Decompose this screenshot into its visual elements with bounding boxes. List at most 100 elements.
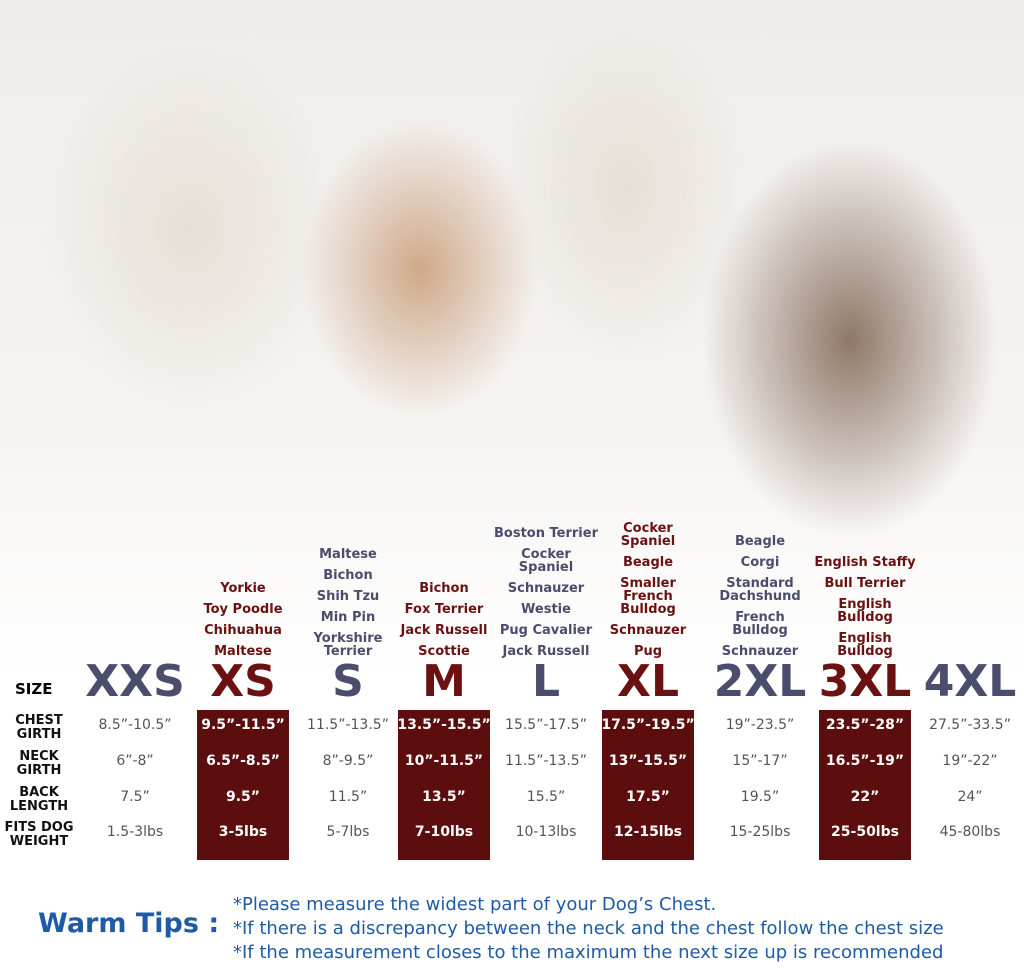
breed: Bichon xyxy=(419,581,469,596)
measurement: 11.5” xyxy=(328,789,368,805)
breed: Scottie xyxy=(418,644,470,659)
measurement: 13.5” xyxy=(422,789,466,805)
measurement: 11.5”-13.5” xyxy=(505,753,587,769)
measurement: 8”-9.5” xyxy=(322,753,374,769)
measurement: 6.5”-8.5” xyxy=(206,753,280,769)
measurement: 7-10lbs xyxy=(414,824,474,840)
tip-line: *If the measurement closes to the maximu… xyxy=(233,942,944,963)
size-name: XS xyxy=(210,656,276,707)
size-label: SIZE xyxy=(15,680,53,698)
measurement: 23.5”-28” xyxy=(825,717,905,733)
breed: French Bulldog xyxy=(732,610,788,638)
highlight-column xyxy=(197,710,289,860)
size-name: XXS xyxy=(85,656,185,707)
breed: Schnauzer xyxy=(721,644,799,659)
breed-list: Boston Terrier Cocker Spaniel Schnauzer Wes… xyxy=(492,527,600,658)
breed: Bichon xyxy=(323,568,373,583)
breed: Jack Russell xyxy=(502,644,590,659)
measurement: 13.5”-15.5” xyxy=(397,717,491,733)
measurement: 22” xyxy=(850,789,880,805)
breed-list: Cocker Spaniel Beagle Smaller French Bulld… xyxy=(594,522,702,658)
measurement: 19”-22” xyxy=(942,753,998,769)
dog-photo xyxy=(40,40,340,420)
highlight-column xyxy=(602,710,694,860)
measurement: 15.5”-17.5” xyxy=(505,717,587,733)
highlight-column xyxy=(819,710,911,860)
measurement: 11.5”-13.5” xyxy=(307,717,389,733)
measurement: 17.5” xyxy=(626,789,670,805)
measurement: 27.5”-33.5” xyxy=(929,717,1011,733)
row-label: FITS DOG WEIGHT xyxy=(0,821,78,849)
tip-line: *Please measure the widest part of your … xyxy=(233,894,717,915)
breed: Min Pin xyxy=(320,610,376,625)
measurement: 1.5-3lbs xyxy=(106,824,164,840)
measurement: 13”-15.5” xyxy=(608,753,688,769)
measurement: 15”-17” xyxy=(732,753,788,769)
breed-list: Maltese Bichon Shih Tzu Min Pin Yorkshire Te… xyxy=(294,548,402,658)
measurement: 10-13lbs xyxy=(515,824,577,840)
breed-list: Yorkie Toy Poodle Chihuahua Maltese xyxy=(189,582,297,658)
breed-list: Bichon Fox Terrier Jack Russell Scottie xyxy=(390,582,498,658)
breed: Boston Terrier xyxy=(494,526,598,541)
breed: English Bulldog xyxy=(837,597,893,625)
breed: Schnauzer xyxy=(609,623,687,638)
size-name: M xyxy=(422,656,466,707)
breed: Chihuahua xyxy=(204,623,282,638)
breed: Beagle xyxy=(622,555,674,570)
breed: Standard Dachshund xyxy=(719,576,801,604)
tip-line: *If there is a discrepancy between the n… xyxy=(233,918,944,939)
size-name: XL xyxy=(617,656,679,707)
row-label-line: BACK xyxy=(19,785,59,800)
breed: English Staffy xyxy=(814,555,916,570)
breed: Pug xyxy=(633,644,663,659)
breed: Jack Russell xyxy=(400,623,488,638)
breed: Toy Poodle xyxy=(203,602,283,617)
breed-list: Beagle Corgi Standard Dachshund French Bull… xyxy=(706,535,814,658)
highlight-column xyxy=(398,710,490,860)
row-label-line: CHEST xyxy=(15,713,63,728)
breed: Fox Terrier xyxy=(404,602,484,617)
breed: Cocker Spaniel xyxy=(620,521,676,549)
tips-title: Warm Tips : xyxy=(38,908,220,939)
measurement: 5-7lbs xyxy=(326,824,370,840)
breed: Yorkshire Terrier xyxy=(313,631,383,659)
measurement: 6”-8” xyxy=(116,753,154,769)
measurement: 45-80lbs xyxy=(939,824,1001,840)
measurement: 9.5”-11.5” xyxy=(201,717,285,733)
size-name: 4XL xyxy=(923,656,1017,707)
measurement: 15.5” xyxy=(526,789,566,805)
dog-photo xyxy=(700,140,1000,540)
size-name: S xyxy=(332,656,364,707)
row-label: NECK GIRTH xyxy=(0,750,78,778)
breed: Corgi xyxy=(740,555,780,570)
measurement: 12-15lbs xyxy=(614,824,682,840)
row-label-line: WEIGHT xyxy=(9,834,69,849)
measurement: 17.5”-19.5” xyxy=(601,717,695,733)
row-label-line: GIRTH xyxy=(16,763,62,778)
breed: English Bulldog xyxy=(837,631,893,659)
size-name: 3XL xyxy=(818,656,912,707)
measurement: 8.5”-10.5” xyxy=(98,717,172,733)
measurement: 19.5” xyxy=(740,789,780,805)
breed: Maltese xyxy=(319,547,377,562)
breed: Shih Tzu xyxy=(316,589,380,604)
breed: Schnauzer xyxy=(507,581,585,596)
breed: Cocker Spaniel xyxy=(518,547,574,575)
measurement: 10”-11.5” xyxy=(404,753,484,769)
breed: Maltese xyxy=(214,644,272,659)
measurement: 25-50lbs xyxy=(831,824,899,840)
row-label-line: LENGTH xyxy=(9,799,69,814)
row-label-line: NECK xyxy=(19,749,59,764)
row-label-line: GIRTH xyxy=(16,727,62,742)
size-name: 2XL xyxy=(713,656,807,707)
breed: Pug Cavalier xyxy=(499,623,593,638)
breed-list: English Staffy Bull Terrier English Bulldo… xyxy=(811,556,919,658)
measurement: 24” xyxy=(957,789,983,805)
row-label: BACK LENGTH xyxy=(0,786,78,814)
measurement: 9.5” xyxy=(225,789,260,805)
measurement: 16.5”-19” xyxy=(825,753,905,769)
row-label: CHEST GIRTH xyxy=(0,714,78,742)
breed: Yorkie xyxy=(220,581,266,596)
breed: Beagle xyxy=(734,534,786,549)
